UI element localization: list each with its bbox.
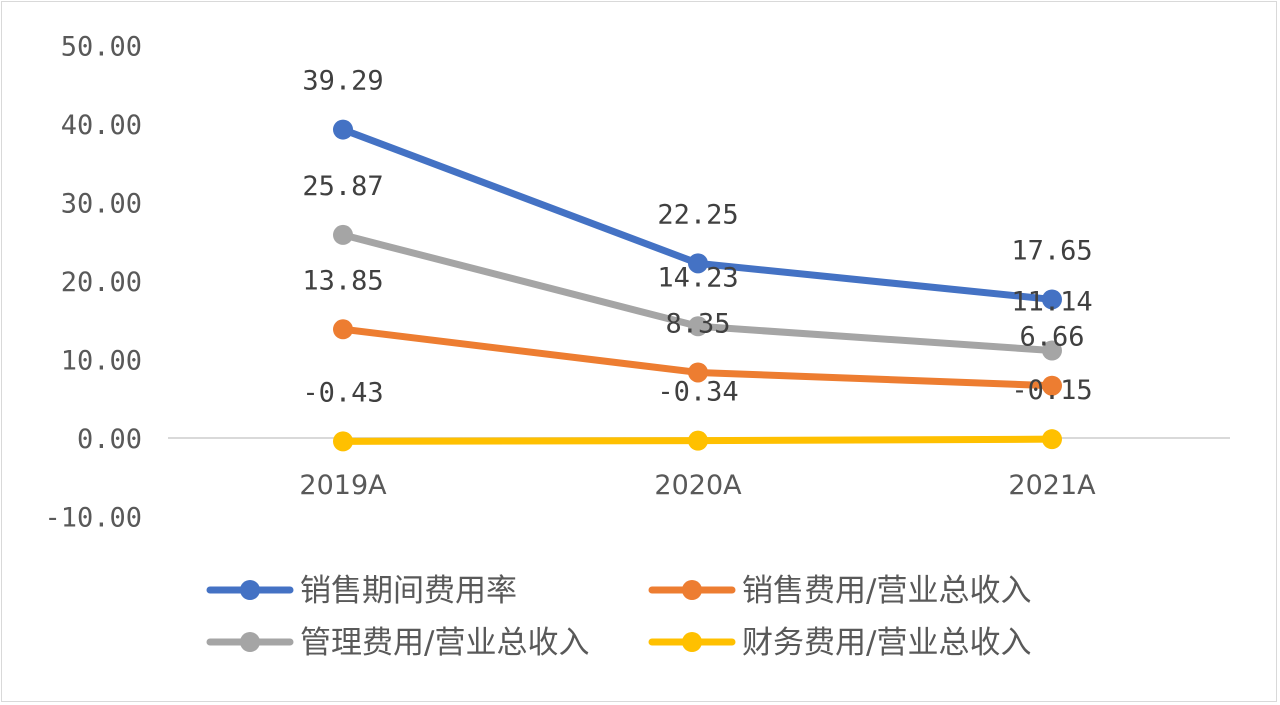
data-point [1042, 429, 1062, 450]
legend-label: 销售期间费用率 [300, 573, 517, 609]
legend-label: 管理费用/营业总收入 [300, 625, 589, 661]
data-label: 17.65 [1011, 235, 1092, 266]
y-tick-label: 0.00 [77, 424, 142, 455]
data-labels: 39.29 22.25 17.65 13.85 8.35 6.66 25.87 14.23 11… [302, 66, 1092, 409]
data-point [1042, 375, 1062, 396]
y-tick-label: 40.00 [61, 110, 142, 141]
x-tick-label: 2021A [1008, 470, 1096, 501]
data-point [1042, 289, 1062, 310]
data-point [333, 431, 353, 452]
data-point [1042, 340, 1062, 361]
y-tick-label: 10.00 [61, 346, 142, 377]
y-axis: 50.00 40.00 30.00 20.00 10.00 0.00 -10.00 [44, 32, 142, 534]
data-point [688, 253, 708, 274]
data-label: -0.34 [657, 377, 738, 408]
data-label: 6.66 [1019, 322, 1084, 353]
data-label: 13.85 [302, 265, 383, 296]
y-tick-label: 50.00 [61, 32, 142, 63]
x-tick-label: 2020A [654, 470, 742, 501]
x-tick-label: 2019A [299, 470, 387, 501]
data-point [333, 319, 353, 340]
y-tick-label: 30.00 [61, 189, 142, 220]
data-label: 22.25 [657, 199, 738, 230]
x-axis: 2019A 2020A 2021A [299, 470, 1096, 501]
legend-label: 财务费用/营业总收入 [742, 625, 1031, 661]
data-label: 39.29 [302, 66, 383, 97]
legend-marker [682, 632, 702, 652]
data-point [333, 119, 353, 140]
data-label: 11.14 [1011, 287, 1092, 318]
legend-label: 销售费用/营业总收入 [742, 573, 1031, 609]
y-tick-label: -10.00 [44, 503, 142, 534]
data-point [688, 362, 708, 383]
data-point [688, 316, 708, 337]
data-label: 14.23 [657, 262, 738, 293]
legend-marker [240, 632, 260, 652]
data-label: -0.43 [302, 377, 383, 408]
legend-marker [240, 580, 260, 600]
y-tick-label: 20.00 [61, 267, 142, 298]
legend-marker [682, 580, 702, 600]
series-lines [333, 119, 1062, 452]
data-point [333, 224, 353, 245]
data-label: -0.15 [1011, 375, 1092, 406]
data-label: 8.35 [665, 308, 730, 339]
data-point [688, 430, 708, 451]
data-label: 25.87 [302, 171, 383, 202]
